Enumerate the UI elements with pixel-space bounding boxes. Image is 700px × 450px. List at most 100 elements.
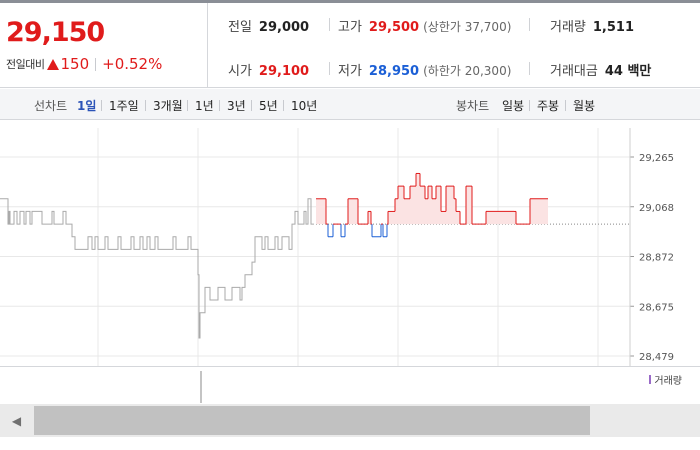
volume-label: 거래량	[550, 20, 586, 35]
divider	[565, 100, 566, 111]
volume-bars	[200, 371, 202, 403]
up-area-fill	[416, 173, 419, 225]
up-area-fill	[316, 198, 325, 225]
open-value: 29,100	[258, 64, 310, 79]
amount-value: 44 백만	[604, 64, 652, 79]
up-area-fill	[408, 198, 410, 225]
divider	[145, 100, 146, 111]
quote-summary: 29,150 전일대비 150 +0.52% 전일 29,000 고가 29,5…	[0, 3, 700, 88]
prev-close-label: 전일	[228, 20, 252, 35]
up-triangle-icon	[47, 58, 60, 70]
up-area-fill	[424, 186, 425, 225]
divider	[187, 100, 188, 111]
open-stat: 시가 29,100	[228, 60, 309, 79]
prev-close-stat: 전일 29,000	[228, 16, 309, 35]
change-row: 전일대비 150 +0.52%	[6, 55, 162, 73]
y-tick-label: 28,479	[639, 352, 674, 363]
up-area-fill	[441, 211, 444, 225]
up-area-fill	[388, 211, 393, 225]
divider	[329, 62, 330, 75]
high-value: 29,500	[368, 20, 420, 35]
divider	[283, 100, 284, 111]
up-area-fill	[398, 186, 402, 225]
low-stat: 저가 28,950 (하한가 20,300)	[338, 60, 511, 79]
up-area-fill	[428, 186, 432, 225]
tab-10y[interactable]: 10년	[291, 99, 318, 113]
volume-stat: 거래량 1,511	[550, 16, 634, 35]
change-percent: +0.52%	[102, 55, 163, 73]
y-tick-label: 28,675	[639, 302, 674, 313]
volume-legend: 거래량	[649, 372, 682, 387]
prev-close-value: 29,000	[258, 20, 310, 35]
up-area-fill	[444, 211, 446, 225]
volume-value: 1,511	[592, 20, 635, 35]
up-area-fill	[456, 211, 460, 225]
tab-3y[interactable]: 3년	[227, 99, 246, 113]
y-tick-label: 29,265	[639, 153, 674, 164]
tab-1w[interactable]: 1주일	[109, 99, 139, 113]
up-area-fill	[404, 198, 408, 225]
candle-chart-title: 봉차트	[456, 99, 490, 113]
y-tick-label: 29,068	[639, 203, 674, 214]
up-area-fill	[420, 186, 424, 225]
horizontal-scrollbar[interactable]: ◀	[0, 404, 700, 437]
up-area-fill	[432, 198, 436, 225]
up-area-fill	[395, 198, 398, 225]
divider	[329, 18, 330, 31]
top-strip	[0, 0, 700, 3]
tab-1d[interactable]: 1일	[77, 99, 97, 113]
amount-label: 거래대금	[550, 64, 598, 79]
tab-5y[interactable]: 5년	[259, 99, 278, 113]
up-area-fill	[414, 186, 416, 225]
volume-legend-label: 거래량	[654, 376, 682, 387]
divider	[529, 62, 530, 75]
up-area-fill	[530, 198, 548, 225]
up-area-fill	[486, 211, 514, 225]
divider	[529, 100, 530, 111]
open-label: 시가	[228, 64, 252, 79]
up-area-fill	[393, 211, 395, 225]
price-chart[interactable]: 29,265 29,068 28,872 28,675 28,479	[0, 120, 700, 370]
high-stat: 고가 29,500 (상한가 37,700)	[338, 16, 511, 35]
tab-weekly-candle[interactable]: 주봉	[537, 99, 560, 113]
up-area-fill	[436, 186, 440, 225]
change-value: 150	[60, 55, 90, 73]
amount-stat: 거래대금 44 백만	[550, 60, 651, 79]
up-area-fill	[419, 173, 420, 225]
divider	[219, 100, 220, 111]
tab-monthly-candle[interactable]: 월봉	[573, 99, 596, 113]
divider	[95, 57, 97, 71]
up-area-fill	[446, 186, 452, 225]
up-area-fill	[452, 186, 454, 225]
up-area-fill	[402, 186, 404, 225]
up-area-fill	[368, 211, 371, 225]
up-area-fill	[348, 198, 357, 225]
tab-daily-candle[interactable]: 일봉	[502, 99, 525, 113]
divider	[101, 100, 102, 111]
line-chart-title: 선차트	[34, 99, 68, 113]
high-label: 고가	[338, 20, 362, 35]
up-area-fill	[466, 186, 471, 225]
up-area-fill	[425, 198, 428, 225]
scroll-left-arrow-icon[interactable]: ◀	[11, 413, 22, 428]
change-label: 전일대비	[6, 58, 45, 71]
tab-1y[interactable]: 1년	[195, 99, 214, 113]
low-label: 저가	[338, 64, 362, 79]
price-box: 29,150 전일대비 150 +0.52%	[0, 3, 208, 88]
volume-panel: 거래량	[0, 366, 700, 404]
divider	[529, 18, 530, 31]
scroll-thumb[interactable]	[34, 406, 590, 435]
divider	[251, 100, 252, 111]
current-price: 29,150	[6, 17, 105, 48]
up-area-fill	[410, 186, 414, 225]
up-area-fill	[454, 198, 456, 225]
bottom-spacer	[0, 437, 700, 450]
upper-limit: (상한가 37,700)	[423, 20, 512, 34]
chart-tabs: 선차트 1일 1주일 3개월 1년 3년 5년 10년 봉차트 일봉 주봉 월봉	[0, 89, 700, 120]
low-value: 28,950	[368, 64, 420, 79]
up-area-fill	[514, 211, 516, 225]
lower-limit: (하한가 20,300)	[423, 64, 512, 78]
volume-swatch	[649, 375, 652, 384]
tab-3m[interactable]: 3개월	[153, 99, 183, 113]
history-price-line	[0, 198, 314, 339]
